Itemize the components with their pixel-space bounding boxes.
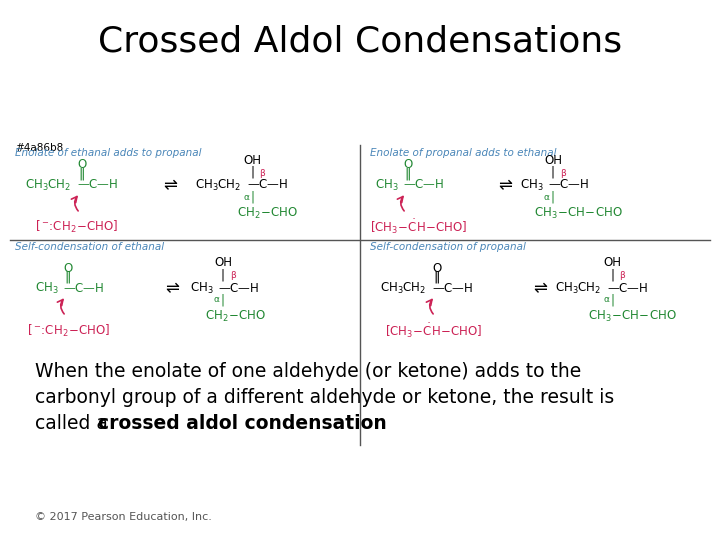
Text: $\mathregular{—C—H}$: $\mathregular{—C—H}$ (403, 179, 444, 192)
Text: |: | (551, 191, 555, 204)
Text: |: | (221, 268, 225, 281)
Text: $\mathregular{CH_3}$: $\mathregular{CH_3}$ (35, 280, 59, 295)
Text: |: | (610, 268, 614, 281)
Text: ‖: ‖ (433, 271, 441, 284)
Text: |: | (551, 165, 555, 179)
Text: ‖: ‖ (65, 271, 71, 284)
Text: OH: OH (544, 153, 562, 166)
Text: $\mathregular{CH_3}$: $\mathregular{CH_3}$ (375, 178, 399, 193)
Text: OH: OH (243, 153, 261, 166)
Text: $\mathregular{CH_2\!-\!CHO}$: $\mathregular{CH_2\!-\!CHO}$ (205, 308, 266, 323)
Text: When the enolate of one aldehyde (or ketone) adds to the: When the enolate of one aldehyde (or ket… (35, 362, 581, 381)
Text: ⇌: ⇌ (498, 176, 512, 194)
Text: $\mathregular{—C—H}$: $\mathregular{—C—H}$ (247, 179, 288, 192)
Text: α: α (544, 192, 550, 201)
Text: #4a86b8: #4a86b8 (15, 143, 63, 153)
Text: $\mathregular{—C—H}$: $\mathregular{—C—H}$ (77, 179, 118, 192)
Text: β: β (230, 272, 235, 280)
Text: Crossed Aldol Condensations: Crossed Aldol Condensations (98, 25, 622, 59)
Text: |: | (610, 294, 614, 307)
Text: α: α (603, 295, 609, 305)
Text: β: β (560, 168, 566, 178)
Text: Enolate of propanal adds to ethanal: Enolate of propanal adds to ethanal (370, 148, 557, 158)
Text: ⇌: ⇌ (533, 279, 547, 297)
Text: $\mathregular{CH_3CH_2}$: $\mathregular{CH_3CH_2}$ (25, 178, 71, 193)
Text: ⇌: ⇌ (165, 279, 179, 297)
Text: ‖: ‖ (405, 167, 411, 180)
Text: $\mathregular{CH_3}$: $\mathregular{CH_3}$ (190, 280, 214, 295)
Text: ⇌: ⇌ (163, 176, 177, 194)
Text: OH: OH (603, 256, 621, 269)
Text: β: β (259, 168, 265, 178)
Text: $\mathregular{—C—H}$: $\mathregular{—C—H}$ (432, 281, 473, 294)
Text: crossed aldol condensation: crossed aldol condensation (98, 414, 387, 433)
Text: Self-condensation of propanal: Self-condensation of propanal (370, 242, 526, 252)
Text: β: β (619, 272, 625, 280)
Text: $\mathregular{CH_3\!-\!CH\!-\!CHO}$: $\mathregular{CH_3\!-\!CH\!-\!CHO}$ (534, 205, 623, 220)
Text: $\mathregular{—C—H}$: $\mathregular{—C—H}$ (218, 281, 259, 294)
Text: ‖: ‖ (78, 167, 85, 180)
Text: $\mathregular{—C—H}$: $\mathregular{—C—H}$ (548, 179, 590, 192)
Text: $\mathregular{CH_2\!-\!CHO}$: $\mathregular{CH_2\!-\!CHO}$ (237, 205, 298, 220)
Text: Enolate of ethanal adds to propanal: Enolate of ethanal adds to propanal (15, 148, 202, 158)
Text: $\mathregular{[^-\!\!:\!CH_2\!-\!CHO]}$: $\mathregular{[^-\!\!:\!CH_2\!-\!CHO]}$ (35, 219, 118, 235)
Text: O: O (433, 261, 441, 274)
Text: $\mathregular{—C—H}$: $\mathregular{—C—H}$ (607, 281, 648, 294)
Text: O: O (63, 261, 73, 274)
Text: $\mathregular{[^-\!\!:\!CH_2\!-\!CHO]}$: $\mathregular{[^-\!\!:\!CH_2\!-\!CHO]}$ (27, 323, 110, 339)
Text: α: α (214, 295, 220, 305)
Text: $\mathregular{CH_3CH_2}$: $\mathregular{CH_3CH_2}$ (555, 280, 601, 295)
Text: |: | (250, 191, 254, 204)
Text: $\mathregular{—C—H}$: $\mathregular{—C—H}$ (63, 281, 104, 294)
Text: .: . (290, 414, 296, 433)
Text: $\mathregular{[CH_3\!-\!\dot{C}H\!-\!CHO]}$: $\mathregular{[CH_3\!-\!\dot{C}H\!-\!CHO… (370, 218, 467, 237)
Text: |: | (221, 294, 225, 307)
Text: α: α (243, 192, 249, 201)
Text: OH: OH (214, 256, 232, 269)
Text: $\mathregular{CH_3CH_2}$: $\mathregular{CH_3CH_2}$ (380, 280, 426, 295)
Text: $\mathregular{CH_3}$: $\mathregular{CH_3}$ (520, 178, 544, 193)
Text: |: | (250, 165, 254, 179)
Text: called a: called a (35, 414, 114, 433)
Text: $\mathregular{[CH_3\!-\!\dot{C}H\!-\!CHO]}$: $\mathregular{[CH_3\!-\!\dot{C}H\!-\!CHO… (385, 322, 482, 340)
Text: $\mathregular{CH_3\!-\!CH\!-\!CHO}$: $\mathregular{CH_3\!-\!CH\!-\!CHO}$ (588, 308, 677, 323)
Text: © 2017 Pearson Education, Inc.: © 2017 Pearson Education, Inc. (35, 512, 212, 522)
Text: O: O (77, 159, 86, 172)
Text: O: O (403, 159, 413, 172)
Text: carbonyl group of a different aldehyde or ketone, the result is: carbonyl group of a different aldehyde o… (35, 388, 614, 407)
Text: Self-condensation of ethanal: Self-condensation of ethanal (15, 242, 164, 252)
Text: $\mathregular{CH_3CH_2}$: $\mathregular{CH_3CH_2}$ (195, 178, 241, 193)
